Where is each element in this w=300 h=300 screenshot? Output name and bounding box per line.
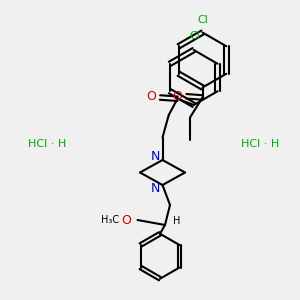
Text: O: O	[172, 90, 182, 103]
Text: H₃C: H₃C	[101, 215, 119, 225]
Text: HCl · H: HCl · H	[28, 139, 67, 149]
Text: Cl: Cl	[197, 15, 208, 25]
Text: Cl: Cl	[190, 31, 200, 41]
Text: N: N	[150, 182, 160, 195]
Text: H: H	[172, 216, 180, 226]
Text: O: O	[146, 90, 156, 103]
Text: N: N	[150, 150, 160, 163]
Text: HCl · H: HCl · H	[241, 139, 279, 149]
Text: O: O	[121, 214, 131, 226]
